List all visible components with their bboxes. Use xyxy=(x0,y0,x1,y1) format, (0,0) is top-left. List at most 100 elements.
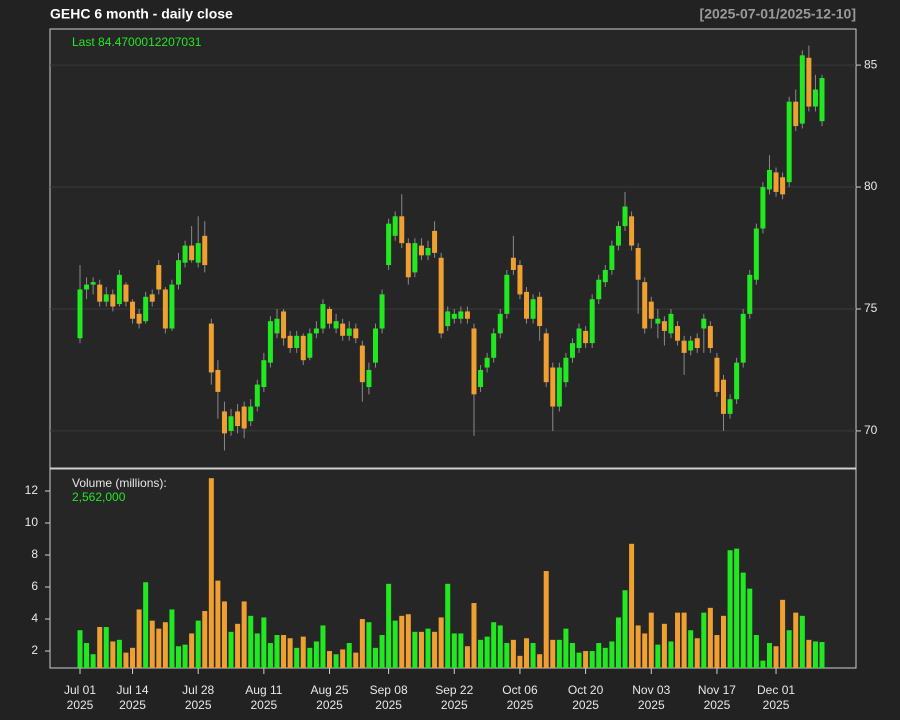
candle-body xyxy=(622,206,628,227)
candle-body xyxy=(425,248,431,256)
candle-body xyxy=(517,265,523,295)
candle-body xyxy=(681,340,687,353)
candle-body xyxy=(766,169,772,190)
v-tick-label: 2 xyxy=(31,643,38,657)
candle-body xyxy=(721,379,727,414)
volume-bar xyxy=(130,647,136,668)
volume-bar xyxy=(478,639,484,668)
volume-bar xyxy=(320,625,326,668)
volume-bar xyxy=(727,550,733,668)
volume-bar xyxy=(254,633,260,668)
volume-bar xyxy=(143,582,149,668)
candle-body xyxy=(267,321,273,363)
candle-body xyxy=(812,89,818,107)
candle-body xyxy=(399,216,405,244)
volume-bar xyxy=(484,636,490,668)
volume-bar xyxy=(346,643,352,668)
volume-bar xyxy=(464,646,470,668)
candle-body xyxy=(786,101,792,183)
candle-body xyxy=(84,284,90,290)
volume-bar xyxy=(491,622,497,668)
volume-bar xyxy=(261,617,267,668)
volume-bar xyxy=(228,631,234,668)
candle-body xyxy=(524,291,530,319)
candle-body xyxy=(169,284,175,329)
candle-body xyxy=(110,294,116,307)
volume-bar xyxy=(425,628,431,668)
y-tick-label: 75 xyxy=(864,301,878,315)
volume-bar xyxy=(353,652,359,668)
volume-bar xyxy=(248,615,254,668)
volume-bar xyxy=(221,601,227,668)
volume-bar xyxy=(537,654,543,668)
volume-bar xyxy=(694,638,700,668)
y-tick-label: 85 xyxy=(864,57,878,71)
volume-bar xyxy=(648,612,654,668)
x-tick-year: 2025 xyxy=(704,698,731,712)
volume-bar xyxy=(97,627,103,668)
volume-bar xyxy=(786,630,792,668)
volume-bar xyxy=(77,630,83,668)
volume-bar xyxy=(379,635,385,668)
candle-body xyxy=(740,313,746,363)
x-tick-label: Jul 14 xyxy=(117,683,149,697)
x-tick-year: 2025 xyxy=(375,698,402,712)
v-tick-label: 6 xyxy=(31,579,38,593)
x-tick-label: Sep 22 xyxy=(435,683,473,697)
candle-body xyxy=(143,296,149,322)
x-tick-year: 2025 xyxy=(67,698,94,712)
candle-body xyxy=(320,304,326,329)
volume-bar xyxy=(589,651,595,668)
x-tick-year: 2025 xyxy=(507,698,534,712)
candle-body xyxy=(464,311,470,319)
volume-bar xyxy=(806,639,812,668)
date-range: [2025-07-01/2025-12-10] xyxy=(700,6,856,22)
candle-body xyxy=(281,311,287,339)
volume-bar xyxy=(655,644,661,668)
volume-bar xyxy=(451,633,457,668)
volume-bar xyxy=(399,615,405,668)
candle-body xyxy=(313,328,319,334)
volume-last-label: 2,562,000 xyxy=(72,490,126,504)
candle-body xyxy=(300,335,306,361)
candle-body xyxy=(727,399,733,414)
candle-body xyxy=(655,318,661,324)
candle-body xyxy=(195,243,201,263)
candle-body xyxy=(97,284,103,302)
volume-bar xyxy=(333,654,339,668)
candle-body xyxy=(537,296,543,327)
candle-body xyxy=(189,245,195,261)
v-tick-label: 4 xyxy=(31,611,38,625)
volume-bar xyxy=(780,599,786,668)
volume-bar xyxy=(418,631,424,668)
candle-body xyxy=(556,367,562,407)
candle-body xyxy=(569,343,575,358)
volume-bar xyxy=(596,643,602,668)
volume-bar xyxy=(241,601,247,668)
candle-body xyxy=(228,416,234,431)
volume-bar xyxy=(701,612,707,668)
volume-bar xyxy=(773,646,779,668)
volume-bar xyxy=(313,641,319,668)
candle-body xyxy=(405,243,411,278)
volume-bar xyxy=(208,478,214,668)
candle-body xyxy=(392,216,398,236)
candle-body xyxy=(248,406,254,422)
candle-body xyxy=(478,369,484,388)
x-tick-label: Dec 01 xyxy=(757,683,795,697)
candle-body xyxy=(235,411,241,427)
volume-bar xyxy=(497,625,503,668)
volume-bar xyxy=(609,641,615,668)
volume-bar xyxy=(543,571,549,668)
candle-body xyxy=(688,340,694,351)
volume-bar xyxy=(235,623,241,668)
volume-bar xyxy=(438,617,444,668)
candle-body xyxy=(642,282,648,329)
candle-body xyxy=(780,177,786,195)
volume-bar xyxy=(386,583,392,668)
volume-bar xyxy=(563,628,569,668)
candle-body xyxy=(327,308,333,324)
volume-bar xyxy=(136,609,142,668)
candle-body xyxy=(504,274,510,314)
